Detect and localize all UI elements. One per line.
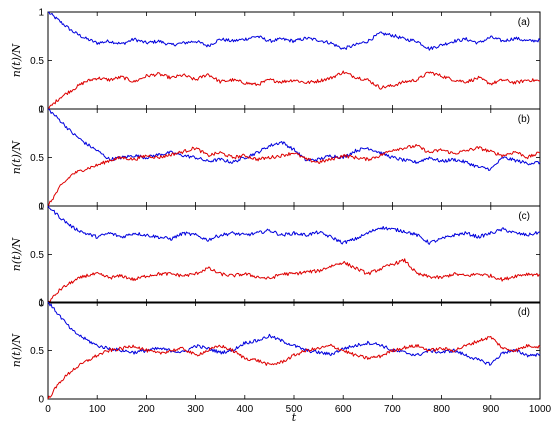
x-tick-label: 500 [286, 404, 303, 415]
panel-label: (c) [518, 211, 530, 222]
x-tick-label: 100 [89, 404, 106, 415]
y-tick-label: 1 [38, 202, 44, 213]
y-tick-label: 0.5 [30, 153, 44, 164]
y-axis-label: n(t)/N [10, 333, 23, 367]
y-tick-label: 1 [38, 8, 44, 19]
panel-label: (d) [518, 307, 530, 318]
y-tick-label: 0 [38, 105, 44, 116]
blue-series-line [47, 301, 541, 366]
red-series-line [47, 258, 541, 304]
x-tick-label: 0 [45, 404, 51, 415]
panel-frame [47, 205, 541, 304]
blue-series-line [47, 108, 541, 171]
panel-frame [47, 301, 541, 400]
x-tick-label: 200 [138, 404, 155, 415]
x-tick-label: 300 [187, 404, 204, 415]
y-tick-label: 1 [38, 298, 44, 309]
y-axis-label: n(t)/N [10, 43, 23, 77]
x-tick-label: 900 [482, 404, 499, 415]
y-tick-label: 0.5 [30, 56, 44, 67]
x-tick-label: 600 [335, 404, 352, 415]
y-tick-label: 0 [38, 395, 44, 406]
blue-series-line [47, 11, 541, 51]
red-series-line [47, 335, 541, 400]
y-axis-label: n(t)/N [10, 237, 23, 271]
y-axis-label: n(t)/N [10, 140, 23, 174]
y-tick-label: 0.5 [30, 346, 44, 357]
red-series-line [47, 70, 540, 110]
x-axis-label: t [292, 411, 297, 424]
x-tick-label: 800 [433, 404, 450, 415]
panel-frame [47, 11, 541, 110]
panel-label: (a) [518, 17, 530, 28]
y-tick-label: 0.5 [30, 250, 44, 261]
y-tick-label: 1 [38, 105, 44, 116]
panel-label: (b) [518, 114, 530, 125]
x-tick-label: 700 [384, 404, 401, 415]
x-tick-label: 400 [236, 404, 253, 415]
x-tick-label: 1000 [529, 404, 552, 415]
red-series-line [47, 144, 541, 207]
y-tick-label: 0 [38, 202, 44, 213]
blue-series-line [47, 205, 541, 245]
y-tick-label: 0 [38, 299, 44, 310]
